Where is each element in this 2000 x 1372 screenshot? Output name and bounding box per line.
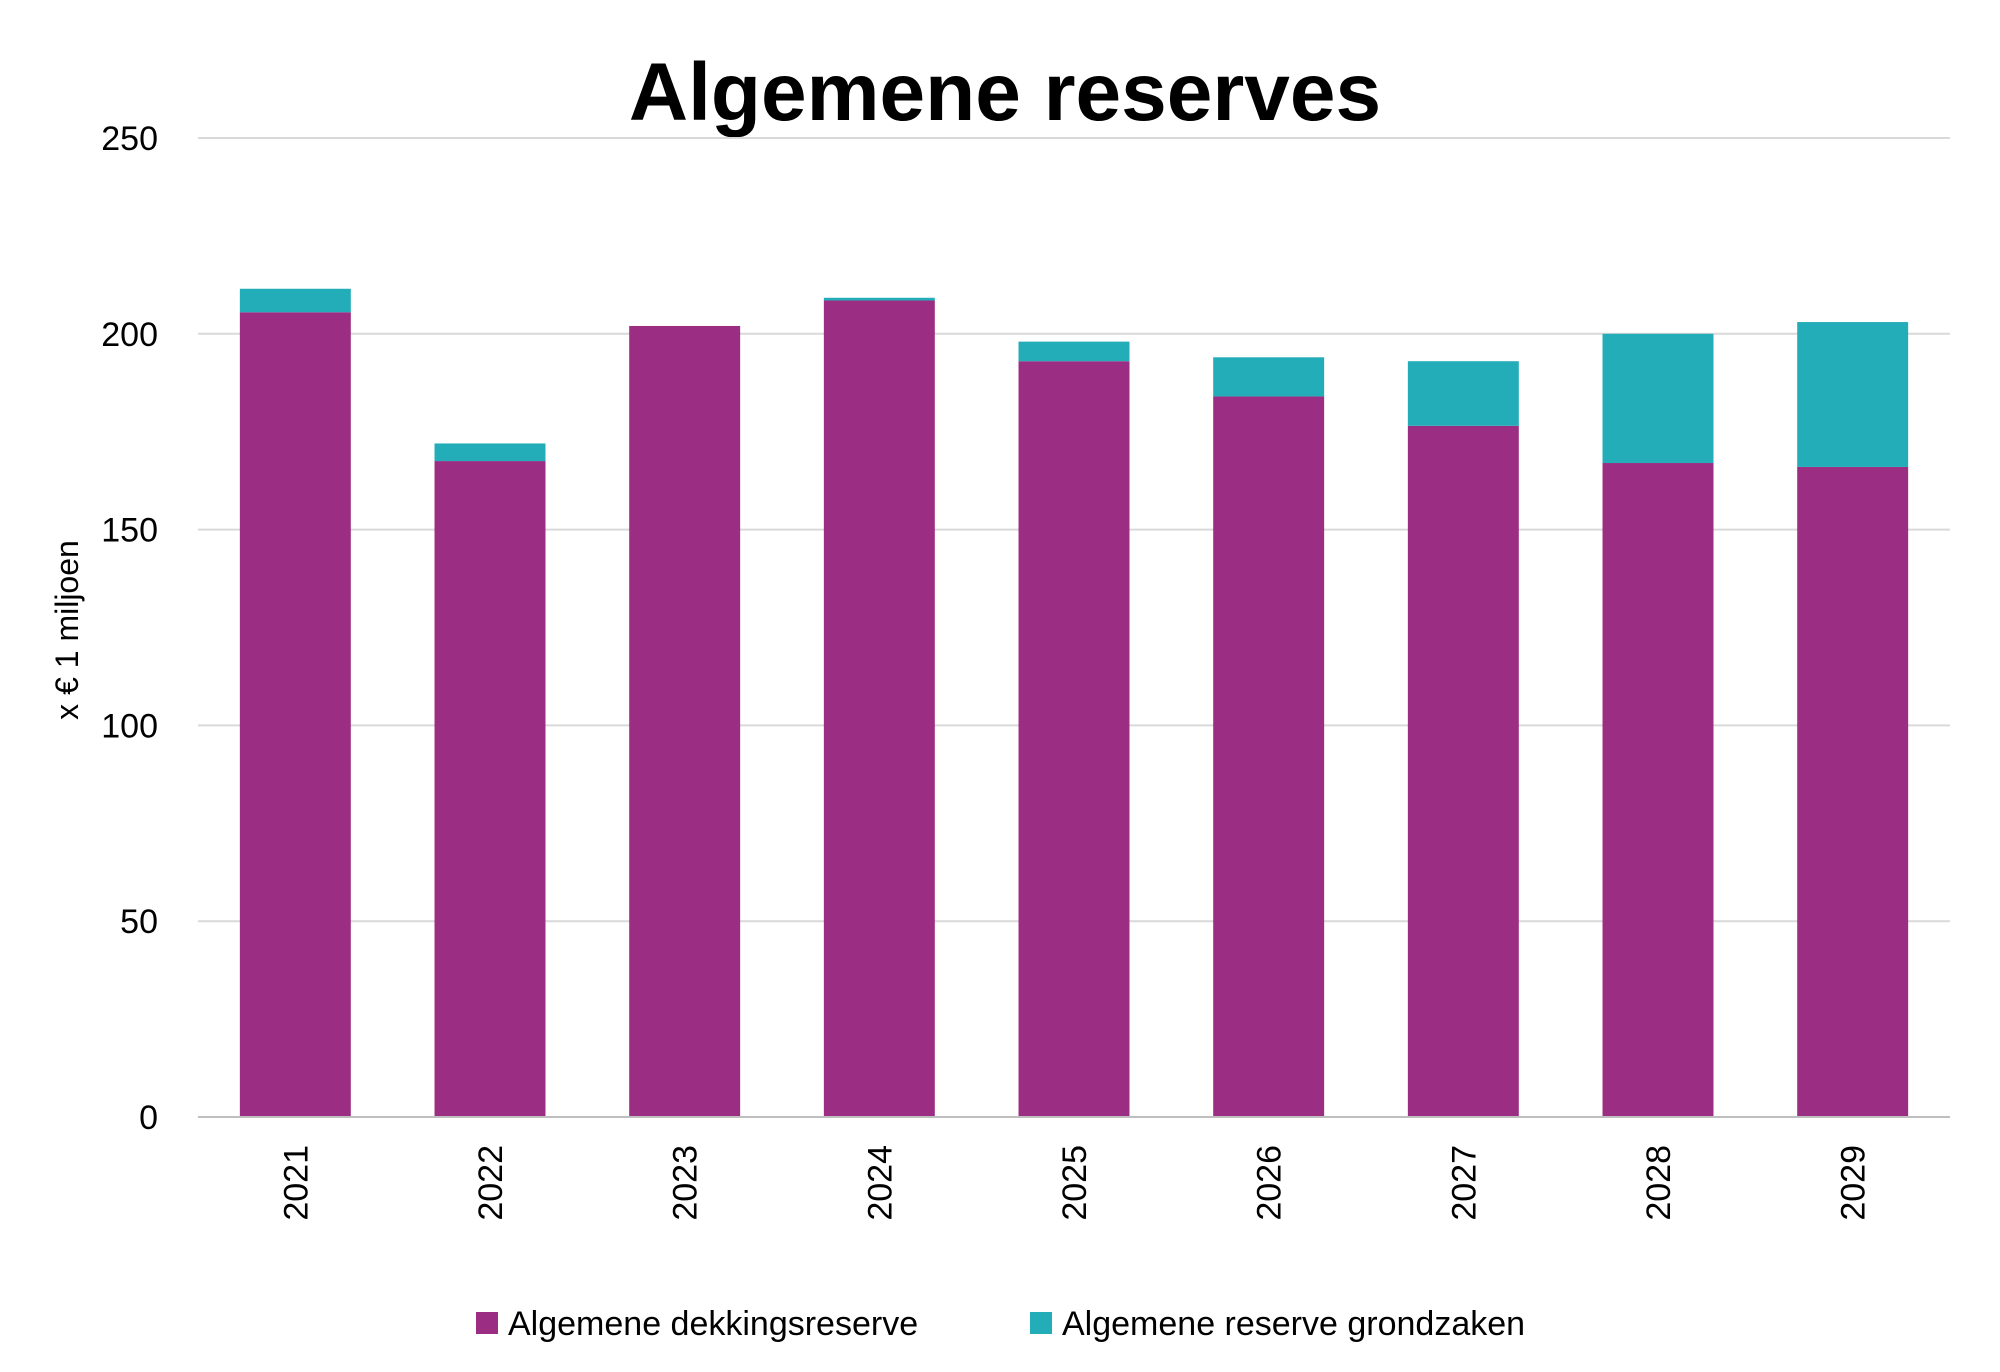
bar-grondzaken-2025 <box>1018 341 1130 362</box>
x-axis-ticks: 2021 2022 2023 2024 2025 2026 2027 2028 2029 <box>277 1145 1872 1221</box>
y-axis-label: x € 1 miljoen <box>49 540 85 720</box>
x-tick-label: 2026 <box>1251 1145 1289 1221</box>
x-tick-label: 2024 <box>861 1145 899 1221</box>
bar-grondzaken-2028 <box>1602 333 1714 464</box>
x-tick-label: 2027 <box>1445 1145 1483 1221</box>
y-tick-label: 200 <box>101 316 158 354</box>
bar-grondzaken-2022 <box>434 443 546 462</box>
legend-label: Algemene dekkingsreserve <box>508 1305 918 1343</box>
legend-swatch <box>476 1312 498 1334</box>
bar-dekkingsreserve-2022 <box>434 461 546 1117</box>
bar-dekkingsreserve-2029 <box>1797 466 1909 1118</box>
bars <box>239 288 1909 1118</box>
bar-dekkingsreserve-2028 <box>1602 463 1714 1117</box>
x-tick-label: 2023 <box>667 1145 705 1221</box>
y-tick-label: 50 <box>120 903 158 941</box>
x-tick-label: 2029 <box>1835 1145 1873 1221</box>
y-tick-label: 0 <box>139 1099 158 1137</box>
bar-grondzaken-2027 <box>1407 361 1519 426</box>
y-axis-ticks: 0 50 100 150 200 250 <box>101 120 158 1137</box>
bar-grondzaken-2021 <box>239 288 351 313</box>
legend: Algemene dekkingsreserve Algemene reserve… <box>476 1305 1525 1343</box>
bar-dekkingsreserve-2023 <box>629 325 741 1117</box>
y-tick-label: 150 <box>101 512 158 550</box>
legend-label: Algemene reserve grondzaken <box>1062 1305 1525 1343</box>
bar-dekkingsreserve-2025 <box>1018 361 1130 1117</box>
x-tick-label: 2025 <box>1056 1145 1094 1221</box>
bar-grondzaken-2024 <box>823 297 935 301</box>
x-tick-label: 2021 <box>277 1145 315 1221</box>
legend-swatch <box>1030 1312 1052 1334</box>
bar-dekkingsreserve-2027 <box>1407 425 1519 1117</box>
bar-dekkingsreserve-2026 <box>1213 396 1325 1117</box>
chart-title: Algemene reserves <box>629 47 1381 138</box>
bar-dekkingsreserve-2024 <box>823 300 935 1117</box>
bar-grondzaken-2026 <box>1213 357 1325 397</box>
y-tick-label: 250 <box>101 120 158 158</box>
bar-grondzaken-2029 <box>1797 322 1909 467</box>
x-tick-label: 2028 <box>1640 1145 1678 1221</box>
x-tick-label: 2022 <box>472 1145 510 1221</box>
bar-dekkingsreserve-2021 <box>239 312 351 1118</box>
y-tick-label: 100 <box>101 707 158 745</box>
